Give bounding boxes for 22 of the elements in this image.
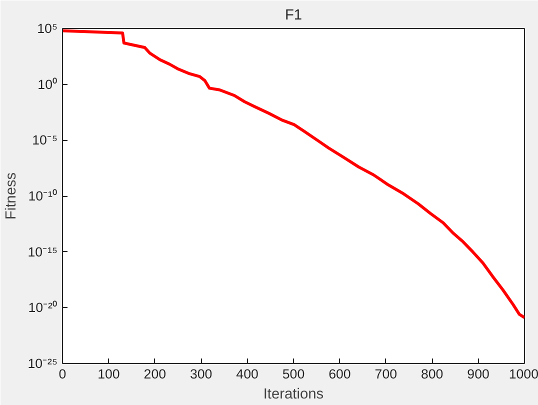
y-tick-label: 10⁻²⁵: [28, 356, 58, 371]
x-tick-label: 200: [144, 366, 166, 382]
y-tick-label: 10⁻²⁰: [28, 300, 58, 316]
y-tick-label: 10⁻¹⁰: [28, 188, 58, 204]
y-tick-label: 10⁰: [38, 76, 58, 92]
x-tick-label: 500: [282, 366, 305, 382]
x-tick-label: 400: [236, 366, 258, 382]
chart-title: F1: [284, 8, 302, 24]
x-tick-label: 700: [374, 366, 398, 382]
x-axis-title: Iterations: [263, 386, 324, 402]
y-tick-label: 10⁻¹⁵: [28, 244, 58, 260]
y-axis-title: Fitness: [4, 172, 20, 220]
x-tick-label: 300: [190, 366, 212, 382]
x-tick-label: 900: [467, 366, 490, 382]
x-tick-label: 1000: [508, 366, 538, 382]
y-tick-label: 10⁵: [37, 21, 58, 36]
line-series: [62, 29, 524, 320]
x-tick-label: 800: [420, 366, 444, 382]
y-tick-label: 10⁻⁵: [32, 132, 58, 148]
x-tick-label: 100: [98, 366, 120, 382]
x-tick-label: 600: [328, 366, 351, 382]
x-tick-label: 0: [58, 366, 66, 382]
